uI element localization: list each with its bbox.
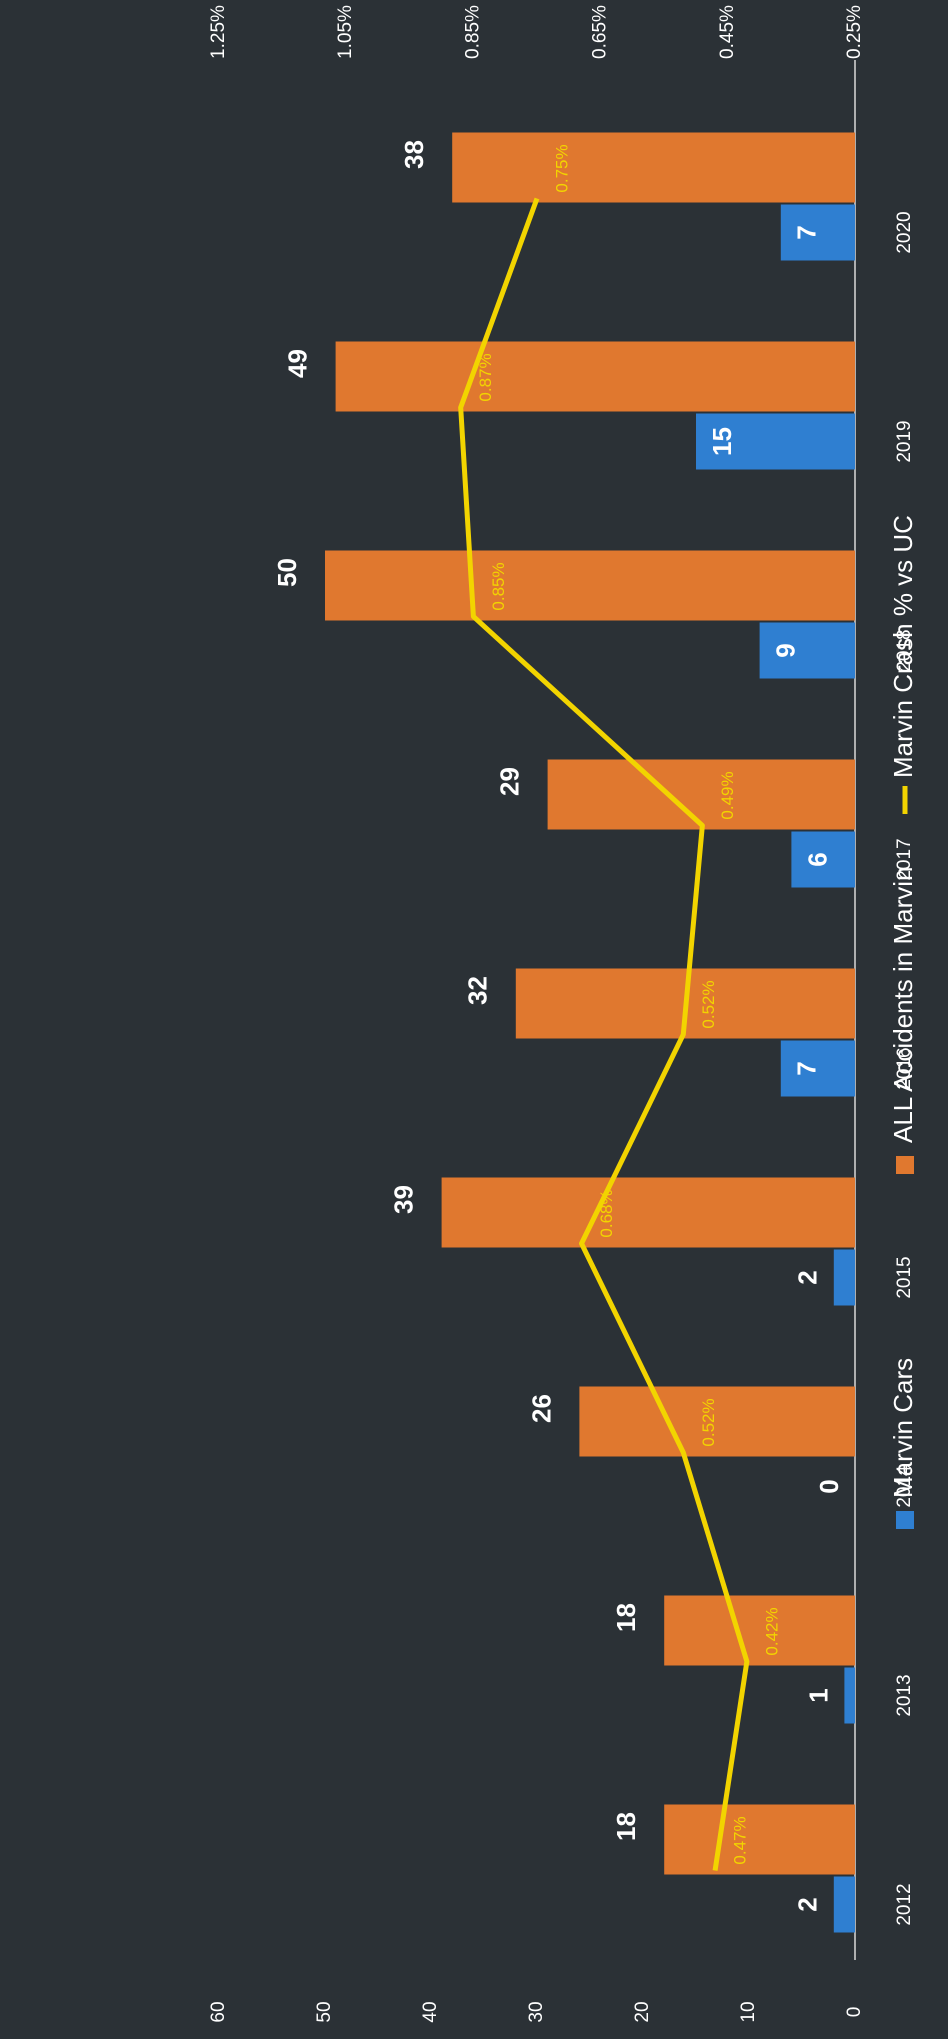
data-label-all-accidents: 26	[526, 1394, 556, 1423]
bar-all-accidents	[325, 550, 855, 621]
data-label-marvin-cars: 15	[707, 427, 737, 456]
line-crash-percent	[458, 197, 750, 1871]
bar-marvin-cars	[780, 1040, 855, 1097]
bar-marvin-cars	[696, 413, 855, 470]
data-label-marvin-cars: 6	[802, 852, 832, 866]
data-label-crash-percent: 0.47%	[731, 1816, 750, 1864]
data-label-crash-percent: 0.52%	[699, 1398, 718, 1446]
bar-all-accidents	[547, 759, 855, 830]
primary-tick-label: 30	[526, 2001, 547, 2022]
data-label-all-accidents: 18	[611, 1603, 641, 1632]
data-label-crash-percent: 0.87%	[476, 353, 495, 401]
legend-swatch	[896, 1511, 914, 1529]
bar-all-accidents	[579, 1386, 855, 1457]
secondary-tick-label: 1.05%	[335, 5, 356, 59]
data-label-all-accidents: 38	[399, 140, 429, 169]
bar-all-accidents	[335, 341, 856, 412]
bar-all-accidents	[452, 132, 855, 203]
legend-label: ALL Accidents in Marvin	[888, 866, 918, 1143]
category-label: 2020	[894, 211, 915, 253]
legend-swatch	[896, 1156, 914, 1174]
category-label: 2016	[894, 1047, 915, 1089]
secondary-tick-label: 1.25%	[208, 5, 229, 59]
primary-tick-label: 20	[632, 2001, 653, 2022]
secondary-tick-label: 0.85%	[462, 5, 483, 59]
data-label-all-accidents: 32	[463, 976, 493, 1005]
primary-tick-label: 0	[844, 2007, 865, 2018]
secondary-tick-label: 0.65%	[590, 5, 611, 59]
secondary-tick-label: 0.45%	[717, 5, 738, 59]
category-label: 2018	[894, 629, 915, 671]
data-label-marvin-cars: 7	[792, 225, 822, 239]
bar-all-accidents	[664, 1595, 855, 1666]
legend-label: Marvin Cars	[888, 1358, 918, 1498]
legend-label: Marvin Crash % vs UC	[888, 515, 918, 778]
category-label: 2013	[894, 1674, 915, 1716]
data-label-all-accidents: 29	[494, 767, 524, 796]
category-label: 2015	[894, 1256, 915, 1298]
bar-all-accidents	[441, 1177, 855, 1248]
category-label: 2017	[894, 838, 915, 880]
data-label-all-accidents: 49	[282, 349, 312, 378]
bar-marvin-cars	[833, 1876, 855, 1933]
bar-marvin-cars	[833, 1249, 855, 1306]
data-label-crash-percent: 0.49%	[718, 771, 737, 819]
primary-tick-label: 50	[314, 2001, 335, 2022]
bar-marvin-cars	[844, 1667, 855, 1724]
bar-marvin-cars	[791, 831, 855, 888]
data-label-marvin-cars: 0	[814, 1479, 844, 1493]
data-label-marvin-cars: 1	[803, 1688, 833, 1702]
data-label-all-accidents: 18	[611, 1812, 641, 1841]
category-label: 2012	[894, 1883, 915, 1925]
data-label-all-accidents: 50	[272, 558, 302, 587]
data-label-crash-percent: 0.52%	[699, 980, 718, 1028]
bar-marvin-cars	[759, 622, 855, 679]
primary-tick-label: 10	[738, 2001, 759, 2022]
bar-all-accidents	[664, 1804, 855, 1875]
primary-tick-label: 60	[208, 2001, 229, 2022]
data-label-crash-percent: 0.68%	[597, 1189, 616, 1237]
data-label-marvin-cars: 2	[793, 1897, 823, 1911]
secondary-tick-label: 0.25%	[844, 5, 865, 59]
data-label-crash-percent: 0.42%	[762, 1607, 781, 1655]
bar-marvin-cars	[780, 204, 855, 261]
data-label-marvin-cars: 7	[792, 1061, 822, 1075]
category-label: 2014	[894, 1465, 915, 1508]
data-label-crash-percent: 0.85%	[489, 562, 508, 610]
category-label: 2019	[894, 420, 915, 462]
primary-tick-label: 40	[420, 2001, 441, 2022]
data-label-all-accidents: 39	[388, 1185, 418, 1214]
data-label-crash-percent: 0.75%	[552, 144, 571, 192]
data-label-marvin-cars: 2	[793, 1270, 823, 1284]
plot-area: 01020304050600.25%0.45%0.65%0.85%1.05%1.…	[208, 5, 918, 2023]
data-label-marvin-cars: 9	[770, 643, 800, 657]
